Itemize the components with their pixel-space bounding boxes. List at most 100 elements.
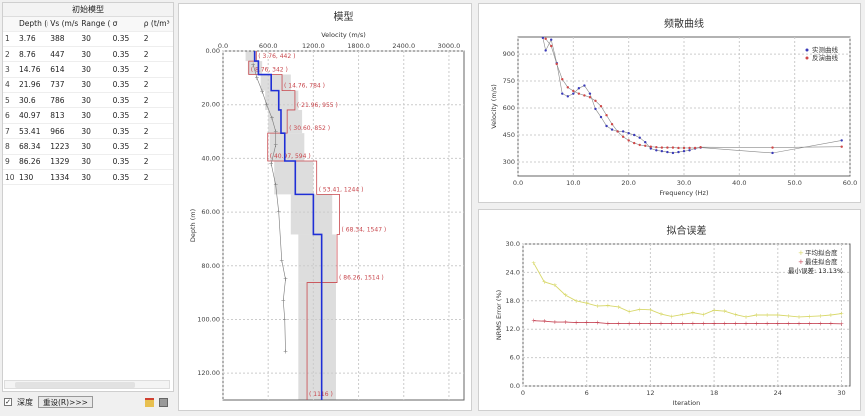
- table-cell[interactable]: 0.35: [110, 169, 142, 186]
- table-row[interactable]: 3 14.76 614 30 0.35 2: [3, 61, 173, 78]
- column-header[interactable]: Vs (m/s): [48, 17, 80, 32]
- table-cell[interactable]: 30: [79, 123, 111, 140]
- data-point: [572, 89, 575, 93]
- table-cell[interactable]: 786: [48, 92, 80, 109]
- table-cell[interactable]: 2: [141, 123, 173, 140]
- table-cell[interactable]: 30: [79, 31, 111, 47]
- table-cell[interactable]: 2: [141, 154, 173, 171]
- bound-label: ( 21.96, 955 ): [297, 102, 338, 109]
- data-point-marker: +: [273, 182, 278, 189]
- data-point-marker: +: [627, 309, 632, 316]
- table-row[interactable]: 1 3.76 388 30 0.35 2: [3, 31, 173, 47]
- table-cell[interactable]: 53.41: [17, 123, 49, 140]
- table-cell[interactable]: 30: [79, 61, 111, 78]
- table-cell[interactable]: 30: [79, 92, 111, 109]
- table-row[interactable]: 5 30.6 786 30 0.35 2: [3, 92, 173, 109]
- data-point: [541, 36, 545, 40]
- data-point-marker: +: [254, 75, 259, 82]
- open-folder-icon[interactable]: [145, 397, 154, 407]
- table-cell[interactable]: 0.35: [110, 92, 142, 109]
- data-point: [682, 146, 686, 150]
- table-cell[interactable]: 3.76: [17, 31, 49, 47]
- legend-marker: [805, 56, 809, 60]
- bound-label: ( 3.76, 442 ): [258, 53, 295, 60]
- table-cell[interactable]: 1329: [48, 154, 80, 171]
- table-cell[interactable]: 2: [141, 31, 173, 47]
- data-point: [840, 139, 843, 142]
- data-point: [693, 146, 697, 150]
- data-point-marker: +: [605, 321, 610, 328]
- table-row[interactable]: 10 130 1334 30 0.35 2: [3, 169, 173, 186]
- table-cell[interactable]: 86.26: [17, 154, 49, 171]
- table-cell[interactable]: 0.35: [110, 154, 142, 171]
- table-cell[interactable]: 0.35: [110, 61, 142, 78]
- data-point-marker: +: [775, 321, 780, 328]
- table-cell[interactable]: 2: [141, 138, 173, 155]
- table-cell[interactable]: 0.35: [110, 138, 142, 155]
- data-point: [616, 130, 619, 133]
- column-header[interactable]: σ: [110, 17, 142, 32]
- data-point-marker: +: [669, 313, 674, 320]
- table-cell[interactable]: 2: [141, 107, 173, 124]
- bound-label: ( 40.97, 594 ): [270, 153, 311, 160]
- table-cell[interactable]: 30: [79, 107, 111, 124]
- x-tick-label: 0.0: [513, 179, 523, 187]
- data-point-marker: +: [283, 276, 288, 283]
- data-point-marker: +: [283, 349, 288, 356]
- table-cell[interactable]: 737: [48, 77, 80, 94]
- table-cell[interactable]: 2: [141, 61, 173, 78]
- table-cell[interactable]: 30: [79, 46, 111, 63]
- table-cell[interactable]: 8.76: [17, 46, 49, 63]
- table-row[interactable]: 2 8.76 447 30 0.35 2: [3, 46, 173, 63]
- save-icon[interactable]: [159, 397, 168, 407]
- table-cell[interactable]: 813: [48, 107, 80, 124]
- table-cell[interactable]: 447: [48, 46, 80, 63]
- table-row[interactable]: 9 86.26 1329 30 0.35 2: [3, 154, 173, 171]
- table-cell[interactable]: 0.35: [110, 123, 142, 140]
- table-cell[interactable]: 1223: [48, 138, 80, 155]
- table-cell[interactable]: 0.35: [110, 46, 142, 63]
- data-point-marker: +: [690, 310, 695, 317]
- table-cell[interactable]: 966: [48, 123, 80, 140]
- table-cell[interactable]: 2: [141, 92, 173, 109]
- table-cell[interactable]: 0.35: [110, 77, 142, 94]
- table-cell[interactable]: 21.96: [17, 77, 49, 94]
- table-cell[interactable]: 30: [79, 77, 111, 94]
- table-row[interactable]: 8 68.34 1223 30 0.35 2: [3, 138, 173, 155]
- series-line: [533, 262, 842, 318]
- table-row[interactable]: 6 40.97 813 30 0.35 2: [3, 107, 173, 124]
- table-cell[interactable]: 130: [17, 169, 49, 186]
- data-point-marker: +: [264, 102, 269, 109]
- data-point: [660, 146, 664, 149]
- column-header[interactable]: Depth (m: [17, 17, 49, 32]
- table-cell[interactable]: 68.34: [17, 138, 49, 155]
- table-cell[interactable]: 388: [48, 31, 80, 47]
- plot-bg: [223, 51, 464, 400]
- table-cell[interactable]: 30: [79, 138, 111, 155]
- horizontal-scrollbar[interactable]: [4, 380, 170, 389]
- table-cell[interactable]: 30: [79, 154, 111, 171]
- table-cell[interactable]: 40.97: [17, 107, 49, 124]
- x-tick-label: 60.0: [843, 179, 857, 187]
- table-cell[interactable]: 14.76: [17, 61, 49, 78]
- table-cell[interactable]: 2: [141, 77, 173, 94]
- table-row[interactable]: 4 21.96 737 30 0.35 2: [3, 77, 173, 94]
- table-row[interactable]: 7 53.41 966 30 0.35 2: [3, 123, 173, 140]
- table-cell[interactable]: 2: [141, 46, 173, 63]
- data-point-marker: +: [786, 321, 791, 328]
- column-header[interactable]: Range (%: [79, 17, 111, 32]
- table-cell[interactable]: 1334: [48, 169, 80, 186]
- reset-button[interactable]: 重设(R)>>>: [38, 396, 93, 408]
- table-cell[interactable]: 0.35: [110, 31, 142, 47]
- scrollbar-thumb[interactable]: [15, 382, 135, 388]
- data-point-marker: +: [712, 307, 717, 314]
- table-cell[interactable]: 0.35: [110, 107, 142, 124]
- table-cell[interactable]: 30.6: [17, 92, 49, 109]
- table-cell[interactable]: 2: [141, 169, 173, 186]
- column-header[interactable]: ρ (t/m³: [141, 17, 173, 32]
- row-index: 9: [3, 154, 17, 171]
- depth-checkbox[interactable]: ✓: [4, 398, 12, 406]
- data-point-marker: +: [712, 321, 717, 328]
- table-cell[interactable]: 30: [79, 169, 111, 186]
- table-cell[interactable]: 614: [48, 61, 80, 78]
